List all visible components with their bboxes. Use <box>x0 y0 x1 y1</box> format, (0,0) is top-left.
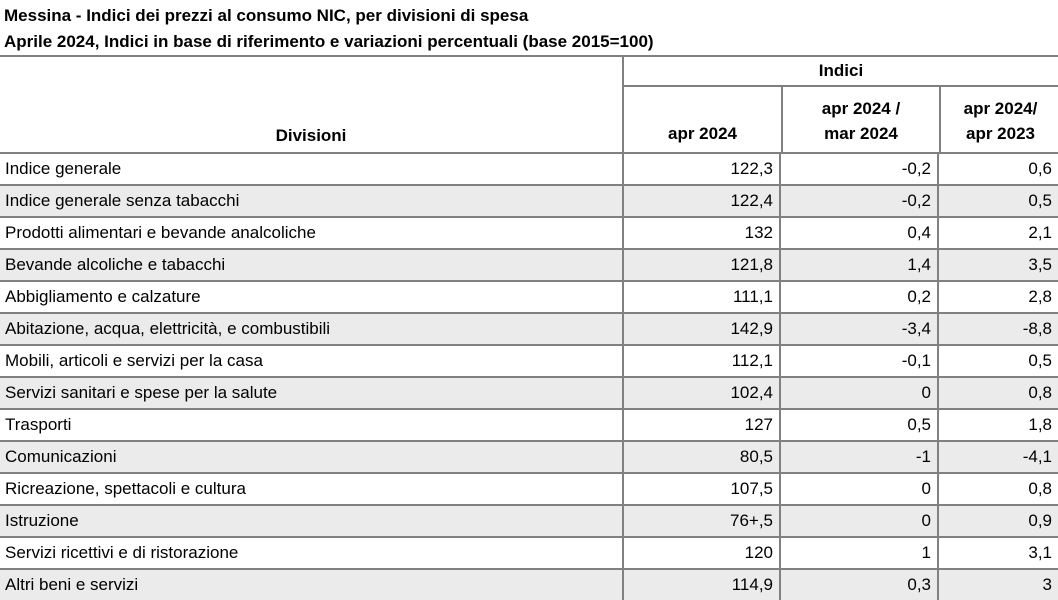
row-value-apr2024: 142,9 <box>622 314 779 344</box>
row-value-apr2024: 122,3 <box>622 154 779 184</box>
row-value-apr2024-vs-apr2023: 2,1 <box>937 218 1058 248</box>
row-label: Trasporti <box>5 415 72 434</box>
row-value-apr2024-vs-mar2024: 0 <box>779 474 937 504</box>
row-label: Servizi sanitari e spese per la salute <box>5 383 278 402</box>
row-value-apr2024-vs-apr2023: 0,5 <box>937 346 1058 376</box>
row-value-apr2024-vs-mar2024: -0,2 <box>779 154 937 184</box>
table-row: Ricreazione, spettacoli e cultura 107,5 0 0… <box>0 472 1058 504</box>
row-value-apr2024: 121,8 <box>622 250 779 280</box>
row-value-apr2024-vs-mar2024: 0 <box>779 378 937 408</box>
table-row: Indice generale senza tabacchi 122,4 -0,2 0… <box>0 184 1058 216</box>
sub-column-headers: apr 2024 apr 2024 / mar 2024 apr 2024/ a… <box>624 87 1058 152</box>
row-label: Comunicazioni <box>5 447 117 466</box>
row-label: Prodotti alimentari e bevande analcolich… <box>5 223 316 242</box>
row-value-apr2024: 114,9 <box>622 570 779 600</box>
row-label: Abbigliamento e calzature <box>5 287 201 306</box>
row-label: Altri beni e servizi <box>5 575 139 594</box>
table-body: Indice generale 122,3 -0,2 0,6 Indice genera… <box>0 152 1058 600</box>
row-value-apr2024-vs-mar2024: -0,2 <box>779 186 937 216</box>
row-value-apr2024-vs-apr2023: -8,8 <box>937 314 1058 344</box>
row-value-apr2024-vs-mar2024: -3,4 <box>779 314 937 344</box>
row-value-apr2024: 76+,5 <box>622 506 779 536</box>
column-header-yoy-line1: apr 2024/ <box>963 99 1038 118</box>
row-value-apr2024: 122,4 <box>622 186 779 216</box>
row-label: Bevande alcoliche e tabacchi <box>5 255 226 274</box>
column-group-header-indici: Indici <box>624 57 1058 87</box>
row-label: Abitazione, acqua, elettricità, e combus… <box>5 319 331 338</box>
row-value-apr2024-vs-mar2024: 0,3 <box>779 570 937 600</box>
row-value-apr2024: 132 <box>622 218 779 248</box>
table-row: Abbigliamento e calzature 111,1 0,2 2,8 <box>0 280 1058 312</box>
row-value-apr2024-vs-apr2023: 1,8 <box>937 410 1058 440</box>
page-title: Messina - Indici dei prezzi al consumo N… <box>4 6 529 25</box>
row-value-apr2024-vs-mar2024: -0,1 <box>779 346 937 376</box>
row-value-apr2024-vs-apr2023: 0,8 <box>937 378 1058 408</box>
table-row: Trasporti 127 0,5 1,8 <box>0 408 1058 440</box>
row-value-apr2024-vs-apr2023: 0,5 <box>937 186 1058 216</box>
row-value-apr2024-vs-mar2024: 1 <box>779 538 937 568</box>
row-value-apr2024-vs-apr2023: 3 <box>937 570 1058 600</box>
column-header-yoy-line2: apr 2023 <box>966 124 1035 143</box>
row-value-apr2024-vs-mar2024: 0,4 <box>779 218 937 248</box>
row-value-apr2024-vs-apr2023: 2,8 <box>937 282 1058 312</box>
page-subtitle: Aprile 2024, Indici in base di riferimen… <box>4 32 654 51</box>
row-value-apr2024-vs-apr2023: 3,5 <box>937 250 1058 280</box>
row-value-apr2024-vs-apr2023: -4,1 <box>937 442 1058 472</box>
row-label: Indice generale <box>5 159 122 178</box>
row-value-apr2024-vs-mar2024: 1,4 <box>779 250 937 280</box>
row-value-apr2024-vs-apr2023: 0,6 <box>937 154 1058 184</box>
column-header-mom-line1: apr 2024 / <box>821 99 901 118</box>
column-header-apr-2024-label: apr 2024 <box>668 124 737 143</box>
row-label: Ricreazione, spettacoli e cultura <box>5 479 246 498</box>
row-value-apr2024: 127 <box>622 410 779 440</box>
table-row: Mobili, articoli e servizi per la casa 11… <box>0 344 1058 376</box>
row-value-apr2024-vs-apr2023: 0,9 <box>937 506 1058 536</box>
row-value-apr2024-vs-mar2024: -1 <box>779 442 937 472</box>
table-row: Prodotti alimentari e bevande analcolich… <box>0 216 1058 248</box>
row-label: Indice generale senza tabacchi <box>5 191 240 210</box>
table-row: Servizi sanitari e spese per la salute 10… <box>0 376 1058 408</box>
column-header-apr2024-vs-apr2023: apr 2024/ apr 2023 <box>939 87 1058 152</box>
price-index-table: Divisioni Indici apr 2024 apr 2024 / mar… <box>0 55 1058 600</box>
row-value-apr2024: 120 <box>622 538 779 568</box>
indici-column-group: Indici apr 2024 apr 2024 / mar 2024 apr … <box>622 57 1058 152</box>
table-row: Servizi ricettivi e di ristorazione 120 1 3… <box>0 536 1058 568</box>
column-header-apr-2024: apr 2024 <box>624 87 781 152</box>
row-value-apr2024: 111,1 <box>622 282 779 312</box>
row-value-apr2024: 112,1 <box>622 346 779 376</box>
row-label: Mobili, articoli e servizi per la casa <box>5 351 263 370</box>
row-value-apr2024-vs-mar2024: 0,5 <box>779 410 937 440</box>
row-value-apr2024-vs-apr2023: 0,8 <box>937 474 1058 504</box>
table-header: Divisioni Indici apr 2024 apr 2024 / mar… <box>0 57 1058 152</box>
column-header-apr2024-vs-mar2024: apr 2024 / mar 2024 <box>781 87 939 152</box>
row-value-apr2024-vs-apr2023: 3,1 <box>937 538 1058 568</box>
row-value-apr2024: 107,5 <box>622 474 779 504</box>
table-row: Istruzione 76+,5 0 0,9 <box>0 504 1058 536</box>
table-row: Comunicazioni 80,5 -1 -4,1 <box>0 440 1058 472</box>
row-value-apr2024: 102,4 <box>622 378 779 408</box>
column-header-mom-line2: mar 2024 <box>824 124 898 143</box>
table-row: Abitazione, acqua, elettricità, e combus… <box>0 312 1058 344</box>
table-row: Indice generale 122,3 -0,2 0,6 <box>0 152 1058 184</box>
table-row: Bevande alcoliche e tabacchi 121,8 1,4 3,5 <box>0 248 1058 280</box>
row-label: Servizi ricettivi e di ristorazione <box>5 543 239 562</box>
row-label: Istruzione <box>5 511 79 530</box>
column-header-divisioni: Divisioni <box>275 126 347 145</box>
table-row: Altri beni e servizi 114,9 0,3 3 <box>0 568 1058 600</box>
row-value-apr2024: 80,5 <box>622 442 779 472</box>
document-header: Messina - Indici dei prezzi al consumo N… <box>0 0 1058 55</box>
row-value-apr2024-vs-mar2024: 0,2 <box>779 282 937 312</box>
row-value-apr2024-vs-mar2024: 0 <box>779 506 937 536</box>
